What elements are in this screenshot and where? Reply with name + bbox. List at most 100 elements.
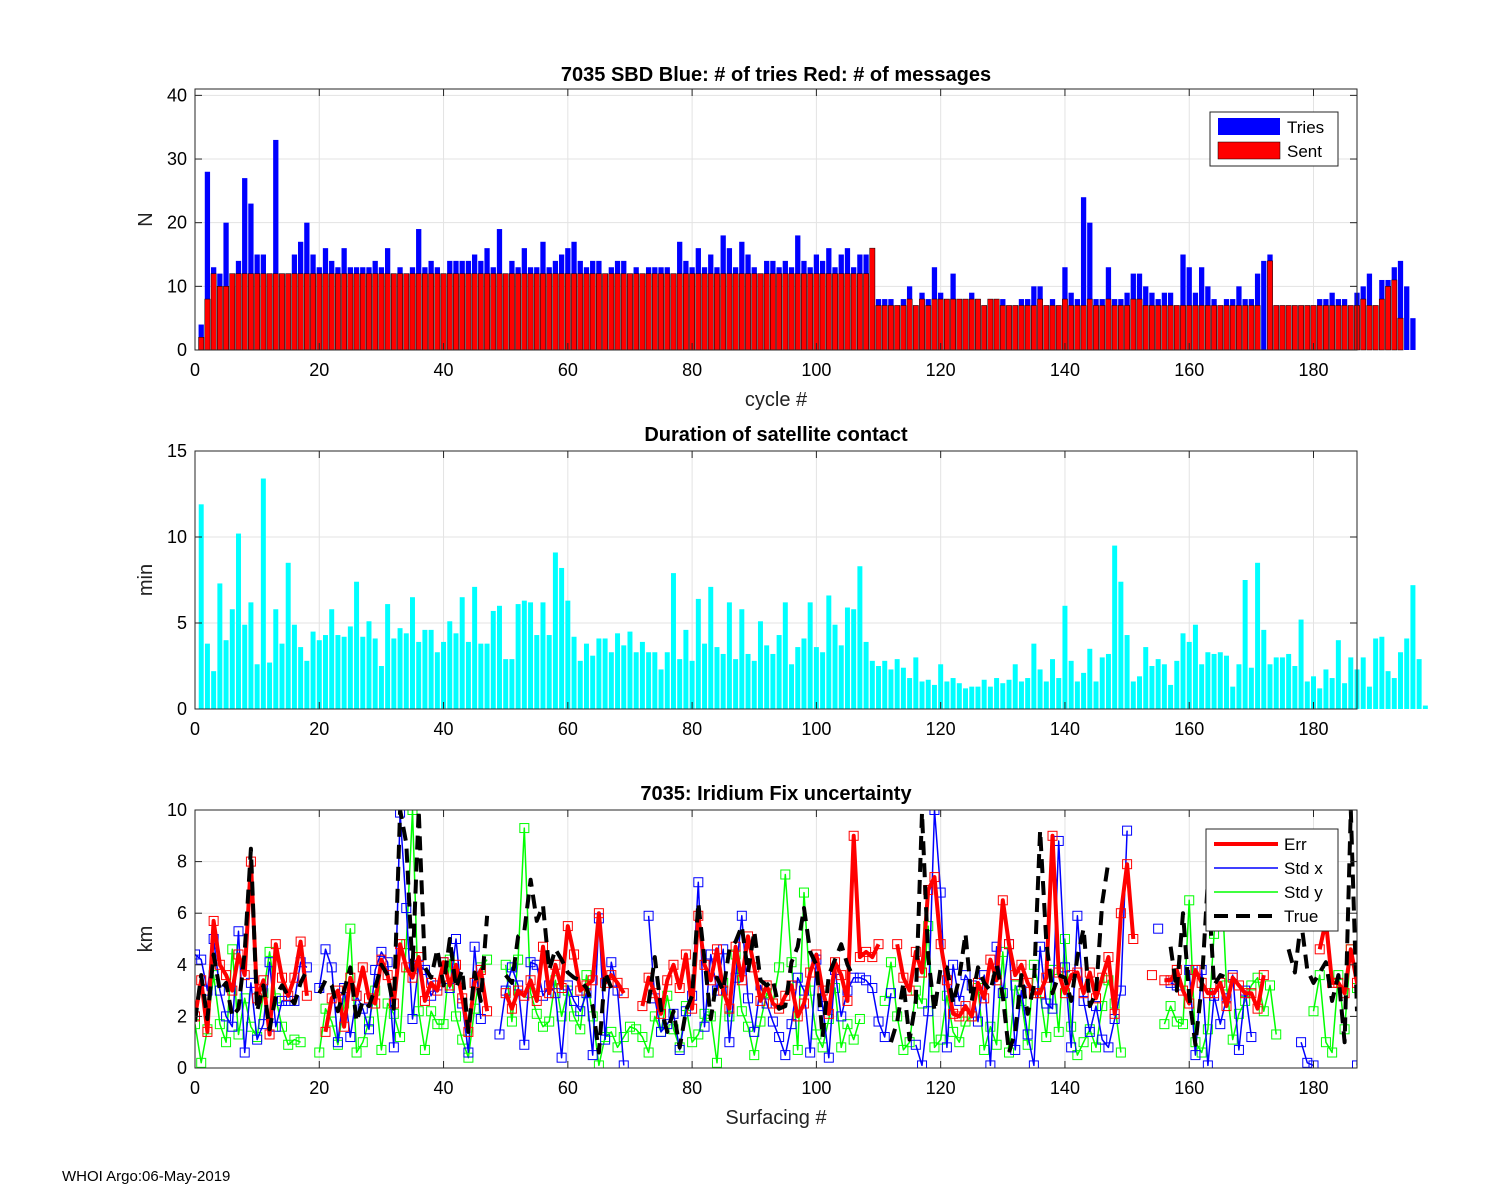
- duration-bar: [1292, 666, 1298, 709]
- marker-std-x: [326, 962, 337, 973]
- marker-std-y: [214, 1019, 225, 1030]
- marker-std-y: [1115, 1047, 1126, 1058]
- duration-bar: [372, 638, 378, 709]
- duration-bar: [695, 598, 701, 709]
- marker-err: [531, 995, 542, 1006]
- x-tick-label: 100: [801, 1078, 831, 1098]
- marker-std-x: [195, 949, 200, 960]
- marker-err: [979, 993, 990, 1004]
- marker-err: [537, 941, 548, 952]
- marker-std-x: [1302, 1057, 1313, 1068]
- sent-bar: [776, 273, 782, 351]
- duration-bar: [490, 610, 496, 709]
- sent-bar: [844, 273, 851, 351]
- duration-bar: [1342, 683, 1348, 709]
- sent-bar: [1086, 298, 1093, 351]
- x-tick-label: 140: [1050, 1078, 1080, 1098]
- marker-std-x: [320, 944, 331, 955]
- duration-bar: [683, 629, 689, 709]
- legend-label-err: Err: [1284, 835, 1307, 854]
- marker-std-x: [693, 877, 704, 888]
- marker-std-y: [774, 962, 785, 973]
- marker-std-x: [1390, 806, 1399, 815]
- tries-bar: [273, 139, 279, 350]
- duration-bar: [236, 533, 241, 709]
- sent-bar: [962, 298, 969, 351]
- marker-std-y: [506, 1016, 517, 1027]
- marker-err: [1035, 988, 1046, 999]
- sent-bar: [1341, 305, 1348, 351]
- chart-title: 7035 SBD Blue: # of tries Red: # of mess…: [561, 64, 991, 86]
- marker-std-x: [1246, 1032, 1257, 1043]
- sent-bar: [235, 273, 242, 351]
- sent-bar: [204, 298, 211, 351]
- duration-bar: [832, 624, 838, 709]
- duration-bar: [838, 645, 844, 709]
- sent-bar: [378, 273, 385, 351]
- marker-std-y: [283, 1039, 294, 1050]
- duration-bar: [484, 643, 490, 709]
- marker-std-x: [854, 972, 865, 983]
- sent-bar: [825, 273, 832, 351]
- duration-bar: [1112, 545, 1118, 709]
- duration-bar: [1043, 681, 1049, 709]
- marker-err: [736, 975, 747, 986]
- duration-bar: [652, 652, 658, 709]
- legend-label-std-y: Std y: [1284, 883, 1323, 902]
- marker-std-y: [1202, 1024, 1213, 1035]
- marker-std-x: [985, 1060, 996, 1068]
- marker-std-x: [525, 957, 536, 968]
- marker-err: [668, 959, 679, 970]
- marker-err: [1365, 973, 1374, 982]
- sent-bar: [446, 273, 453, 351]
- marker-err: [960, 1001, 971, 1012]
- marker-std-y: [1258, 1006, 1269, 1017]
- tries-bar: [1180, 254, 1186, 350]
- duration-bar: [1416, 659, 1422, 709]
- duration-bar: [410, 597, 415, 709]
- marker-err: [1252, 1003, 1263, 1014]
- y-tick-label: 20: [167, 213, 187, 233]
- sent-bar: [1279, 305, 1286, 351]
- x-tick-label: 0: [190, 719, 200, 739]
- marker-std-y: [1041, 1032, 1052, 1043]
- y-axis-label: N: [135, 212, 157, 226]
- sent-bar: [1012, 305, 1019, 351]
- duration-bar: [1149, 666, 1155, 709]
- sent-bar: [1080, 305, 1087, 351]
- x-tick-label: 100: [801, 360, 831, 380]
- marker-err: [935, 939, 946, 950]
- y-tick-label: 0: [177, 1058, 187, 1078]
- sent-bar: [1117, 305, 1124, 351]
- duration-bar: [1335, 640, 1341, 709]
- axes-box: [194, 88, 1358, 351]
- marker-std-x: [1047, 1003, 1058, 1014]
- x-tick-label: 80: [682, 1078, 702, 1098]
- duration-bar: [1298, 619, 1304, 709]
- marker-std-x: [823, 1052, 834, 1063]
- sent-bar: [1136, 298, 1143, 351]
- x-tick-label: 120: [926, 360, 956, 380]
- marker-err: [1122, 859, 1133, 870]
- marker-std-y: [537, 1021, 548, 1032]
- marker-err: [513, 985, 524, 996]
- marker-err: [1371, 1004, 1380, 1013]
- y-tick-label: 10: [167, 527, 187, 547]
- marker-err: [1209, 988, 1220, 999]
- duration-bar: [310, 631, 316, 709]
- sent-bar: [770, 273, 776, 351]
- tries-bar: [204, 171, 211, 350]
- sent-bar: [1142, 305, 1149, 351]
- sent-bar: [1298, 305, 1304, 351]
- duration-bar: [745, 653, 751, 709]
- marker-std-x: [506, 962, 517, 973]
- marker-err: [867, 952, 878, 963]
- sent-bar: [502, 273, 509, 351]
- sent-bar: [1204, 305, 1211, 351]
- marker-err: [239, 970, 250, 981]
- duration-bar: [335, 635, 341, 709]
- sent-bar: [521, 273, 528, 351]
- duration-bar: [621, 645, 627, 709]
- sent-bar: [869, 247, 876, 351]
- duration-bar: [403, 633, 409, 709]
